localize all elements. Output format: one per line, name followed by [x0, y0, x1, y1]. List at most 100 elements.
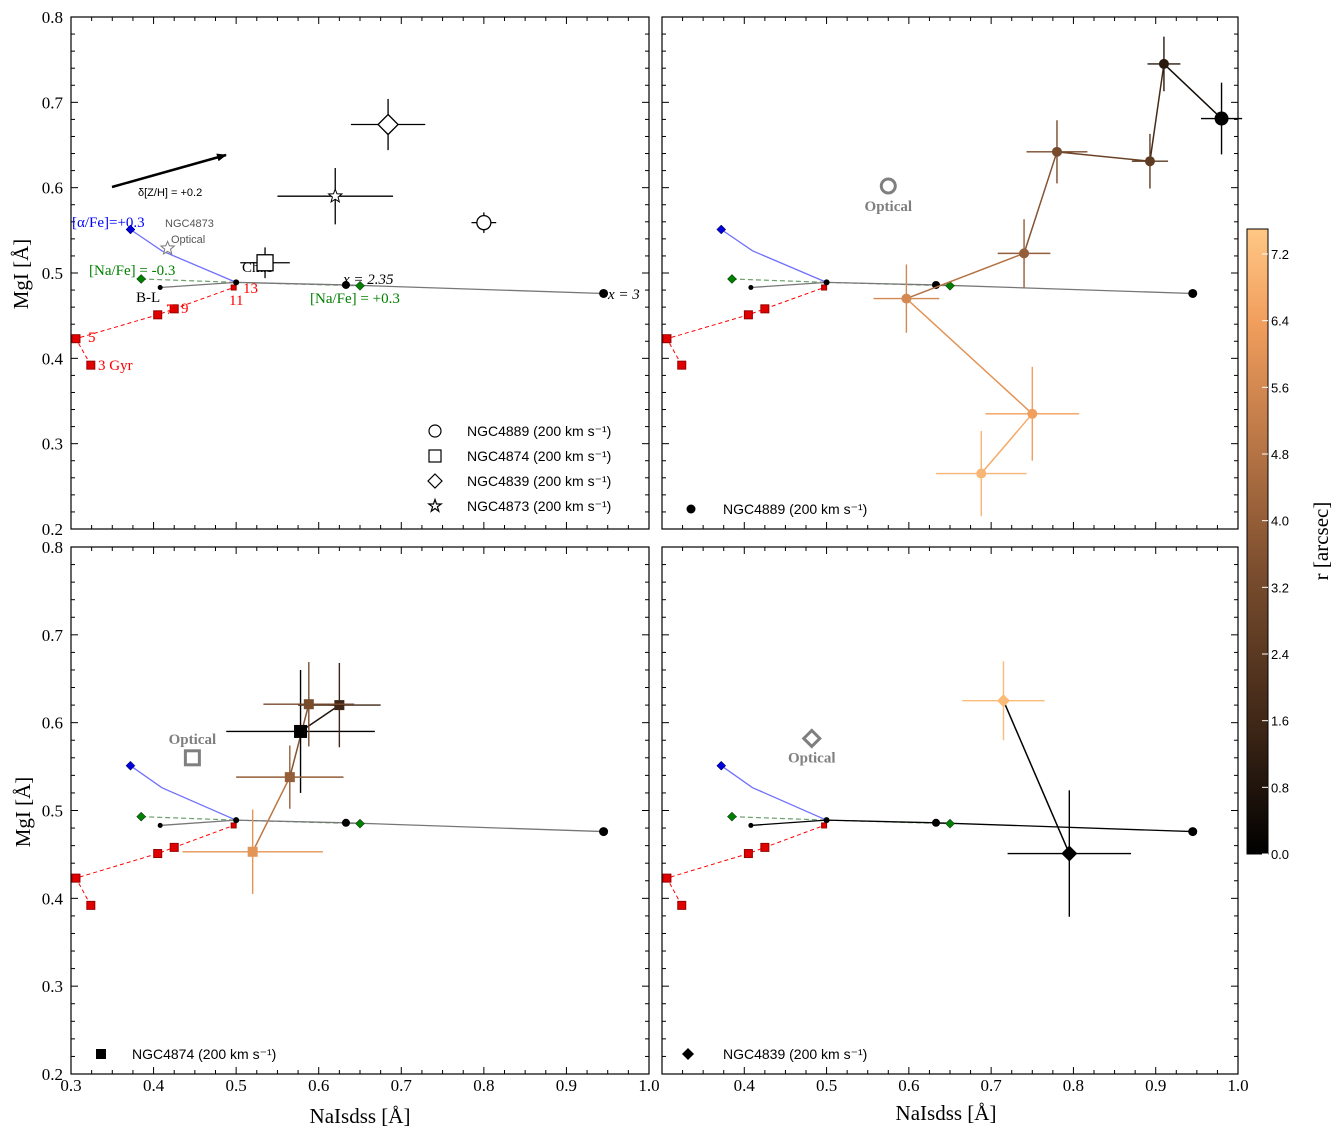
profile-segment [1002, 700, 1071, 854]
imf-point [1188, 288, 1198, 298]
na-point [355, 818, 365, 829]
x-tick-label: 1.0 [1227, 1076, 1248, 1095]
age-track-line [75, 824, 234, 906]
profile-point [1061, 845, 1078, 862]
ngc4839-point [377, 113, 399, 136]
age-point [760, 842, 770, 852]
ngc4873-point [327, 187, 344, 204]
profile-point [1144, 156, 1155, 167]
profile-point [1158, 58, 1169, 69]
age-track-line [666, 287, 825, 366]
legend-marker-diamond [427, 473, 443, 489]
legend-marker [96, 1049, 106, 1059]
colorbar-label: r [arcsec] [1309, 502, 1333, 581]
profile-point [1019, 248, 1030, 259]
imf-point [233, 279, 240, 286]
na-point [136, 811, 147, 822]
colorbar-tick-label: 4.0 [1271, 514, 1289, 529]
na-point [945, 280, 955, 291]
alpha-point [716, 760, 727, 771]
age-label: 3 Gyr [98, 358, 133, 374]
imf-3-label: x = 3 [607, 287, 640, 303]
na-point [136, 274, 147, 284]
age-point [230, 284, 237, 291]
legend-marker-circle [428, 424, 442, 438]
ngc4873-optical-label: Optical [171, 234, 205, 246]
na-point [355, 280, 365, 291]
na-minus-label: [Na/Fe] = -0.3 [89, 263, 175, 279]
x-tick-label: 0.4 [734, 1076, 756, 1095]
x-axis-label-right: NaIsdss [Å] [896, 1101, 997, 1125]
profile-point [1027, 408, 1038, 419]
colorbar-tick-label: 4.8 [1271, 447, 1289, 462]
panel-ngc4889: Optical NGC4889 (200 km s⁻¹) [661, 16, 1243, 530]
plot-frame [661, 16, 1239, 530]
imf-track-line [160, 819, 604, 833]
imf-track-line [750, 281, 1193, 295]
optical-label: Optical [169, 732, 217, 748]
legend-label: NGC4874 (200 km s⁻¹) [467, 448, 611, 464]
profile-point [294, 724, 308, 738]
age-point [169, 842, 179, 852]
profile-segment [905, 298, 1033, 415]
legend-label: NGC4889 (200 km s⁻¹) [467, 423, 611, 439]
profile-point [334, 700, 345, 711]
x-tick-label: 0.7 [391, 1076, 413, 1095]
age-point [662, 334, 672, 344]
imf-point [748, 285, 754, 291]
imf-point [157, 822, 163, 828]
imf-track-line [750, 819, 1193, 833]
profile-segment [1056, 151, 1151, 162]
imf-point [233, 817, 240, 824]
x-tick-label: 0.6 [898, 1076, 919, 1095]
age-label: 7 [166, 302, 174, 318]
alpha-label: [α/Fe]=+0.3 [72, 215, 145, 231]
y-tick-label: 0.7 [42, 93, 64, 112]
na-point [945, 818, 955, 829]
profile-segment [289, 704, 310, 778]
y-tick-label: 0.6 [42, 179, 63, 198]
bl-label: B-L [136, 290, 160, 306]
age-label: 13 [243, 281, 258, 297]
profile-point [1051, 146, 1062, 157]
x-tick-label: 0.7 [981, 1076, 1003, 1095]
x-tick-label: 0.8 [473, 1076, 494, 1095]
plot-frame [70, 546, 650, 1075]
ngc4873-optical-name: NGC4873 [165, 218, 214, 230]
profile-point [1214, 111, 1229, 126]
profile-point [284, 772, 295, 783]
age-label: 5 [88, 330, 96, 346]
colorbar-tick-label: 1.6 [1271, 714, 1289, 729]
age-point [743, 849, 753, 859]
optical-marker [879, 177, 897, 195]
age-label: 11 [229, 293, 243, 309]
y-tick-label: 0.3 [42, 435, 63, 454]
imf-point [341, 280, 350, 289]
imf-point [823, 279, 830, 286]
y-axis-label-bottom: MgI [Å] [11, 777, 35, 848]
profile-segment [1023, 151, 1058, 254]
legend-marker [682, 1048, 694, 1060]
na-point [727, 274, 737, 284]
y-axis-label-top: MgI [Å] [9, 239, 33, 310]
profile-segment [1163, 63, 1223, 120]
x-tick-label: 0.9 [556, 1076, 577, 1095]
alpha-point [125, 760, 136, 771]
legend-label: NGC4839 (200 km s⁻¹) [467, 473, 611, 489]
profile-segment [251, 776, 291, 853]
panel-ngc4839: 0.4 0.5 0.6 0.7 0.8 0.9 1.0 Optical NGC4839 (200… [661, 546, 1249, 1095]
imf-point [748, 822, 754, 828]
ngc4889-point [476, 215, 492, 231]
colorbar-tick-label: 5.6 [1271, 380, 1289, 395]
y-tick-label: 0.3 [42, 977, 63, 996]
imf-point [932, 818, 941, 827]
age-point [760, 304, 770, 314]
age-point [662, 873, 672, 883]
profile-segment [906, 252, 1025, 300]
alpha-track-line [130, 765, 237, 821]
optical-marker [183, 749, 201, 767]
imf-track-line [160, 281, 604, 295]
legend-label: NGC4839 (200 km s⁻¹) [723, 1046, 867, 1062]
alpha-track-line [130, 228, 237, 283]
